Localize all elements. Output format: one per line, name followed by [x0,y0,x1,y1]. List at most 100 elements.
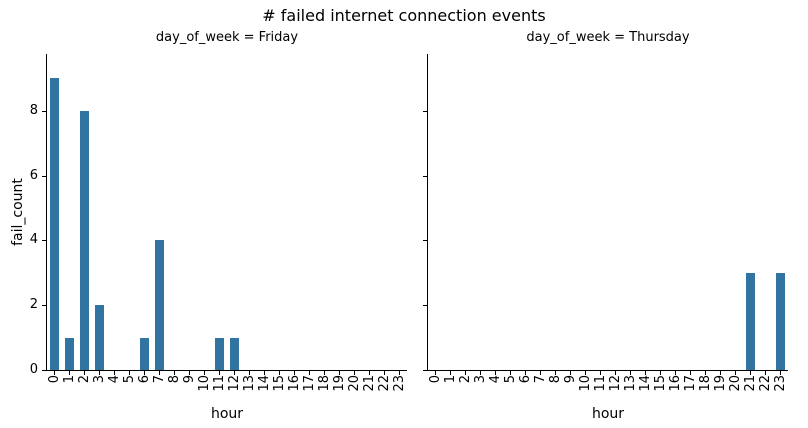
y-tick-label: 2 [29,297,38,312]
x-tick-label: 11 [592,375,608,392]
x-tick-mark [525,371,526,375]
x-tick-mark [705,371,706,375]
bar-hour-7 [155,240,164,370]
x-tick-mark [450,371,451,375]
x-tick-mark [324,371,325,375]
x-tick-mark [294,371,295,375]
y-tick-label: 0 [29,362,38,377]
x-axis-label-friday: hour [210,406,244,422]
x-axis-label-thursday: hour [591,406,625,422]
x-tick-label: 19 [712,375,728,392]
x-tick-mark [765,371,766,375]
x-tick-label: 22 [376,375,392,392]
x-tick-label: 20 [727,375,743,392]
x-tick-mark [660,371,661,375]
x-tick-mark [399,371,400,375]
x-tick-mark [570,371,571,375]
x-tick-mark [435,371,436,375]
bar-hour-23 [776,272,785,370]
x-tick-label: 22 [757,375,773,392]
y-axis-label: fail_count [10,178,26,246]
x-axis-spine [427,370,788,371]
y-tick-mark [423,240,427,241]
x-tick-label: 9 [181,375,197,384]
x-tick-label: 10 [196,375,212,392]
x-tick-label: 21 [361,375,377,392]
bar-hour-0 [50,78,59,370]
x-tick-label: 18 [316,375,332,392]
facet-panel-friday: day_of_week = Friday 0 2 4 6 8 0 1 2 3 4 5 6 7 8 9 10 11… [30,30,407,422]
x-tick-mark [720,371,721,375]
y-tick-label: 4 [29,232,38,247]
y-tick-mark [42,111,46,112]
x-tick-mark [540,371,541,375]
x-tick-label: 15 [271,375,287,392]
y-axis-spine [427,54,428,371]
facet-panel-thursday: day_of_week = Thursday 0 1 2 3 4 5 6 7 8 9 10 11 12 1… [423,30,788,422]
bar-hour-3 [95,305,104,370]
y-tick-mark [423,111,427,112]
x-tick-mark [279,371,280,375]
x-tick-label: 17 [301,375,317,392]
bar-hour-21 [746,272,755,370]
x-tick-mark [234,371,235,375]
x-tick-mark [690,371,691,375]
x-tick-label: 7 [151,375,167,384]
x-tick-mark [84,371,85,375]
x-tick-mark [204,371,205,375]
y-tick-mark [42,240,46,241]
x-tick-label: 3 [91,375,107,384]
x-tick-label: 0 [46,375,62,384]
x-tick-label: 14 [256,375,272,392]
x-tick-mark [309,371,310,375]
x-tick-label: 3 [472,375,488,384]
x-tick-label: 4 [487,375,503,384]
x-tick-mark [129,371,130,375]
x-tick-mark [645,371,646,375]
x-tick-label: 6 [517,375,533,384]
x-tick-label: 1 [61,375,77,384]
x-tick-mark [555,371,556,375]
x-tick-label: 10 [577,375,593,392]
x-tick-mark [615,371,616,375]
y-tick-mark [423,176,427,177]
x-tick-label: 20 [346,375,362,392]
x-axis-spine [46,370,407,371]
x-tick-label: 12 [226,375,242,392]
x-tick-mark [249,371,250,375]
facet-title-friday: day_of_week = Friday [155,30,299,45]
x-tick-mark [495,371,496,375]
x-tick-label: 8 [547,375,563,384]
x-tick-label: 23 [391,375,407,392]
x-tick-mark [114,371,115,375]
x-tick-label: 11 [211,375,227,392]
x-tick-label: 19 [331,375,347,392]
y-tick-label: 8 [29,103,38,118]
x-tick-mark [354,371,355,375]
x-tick-mark [159,371,160,375]
x-tick-label: 8 [166,375,182,384]
x-tick-mark [189,371,190,375]
y-tick-mark [42,370,46,371]
x-tick-mark [339,371,340,375]
bar-hour-2 [80,110,89,370]
x-tick-mark [384,371,385,375]
x-tick-mark [630,371,631,375]
x-tick-mark [735,371,736,375]
bar-hour-11 [215,337,224,370]
x-tick-label: 13 [622,375,638,392]
x-tick-label: 18 [697,375,713,392]
x-tick-mark [675,371,676,375]
y-axis-spine [46,54,47,371]
y-tick-mark [423,370,427,371]
x-tick-mark [54,371,55,375]
facet-title-thursday: day_of_week = Thursday [526,30,690,45]
x-tick-mark [600,371,601,375]
x-tick-label: 5 [121,375,137,384]
y-tick-mark [42,176,46,177]
x-tick-label: 15 [652,375,668,392]
x-tick-mark [264,371,265,375]
x-tick-mark [99,371,100,375]
x-tick-mark [369,371,370,375]
